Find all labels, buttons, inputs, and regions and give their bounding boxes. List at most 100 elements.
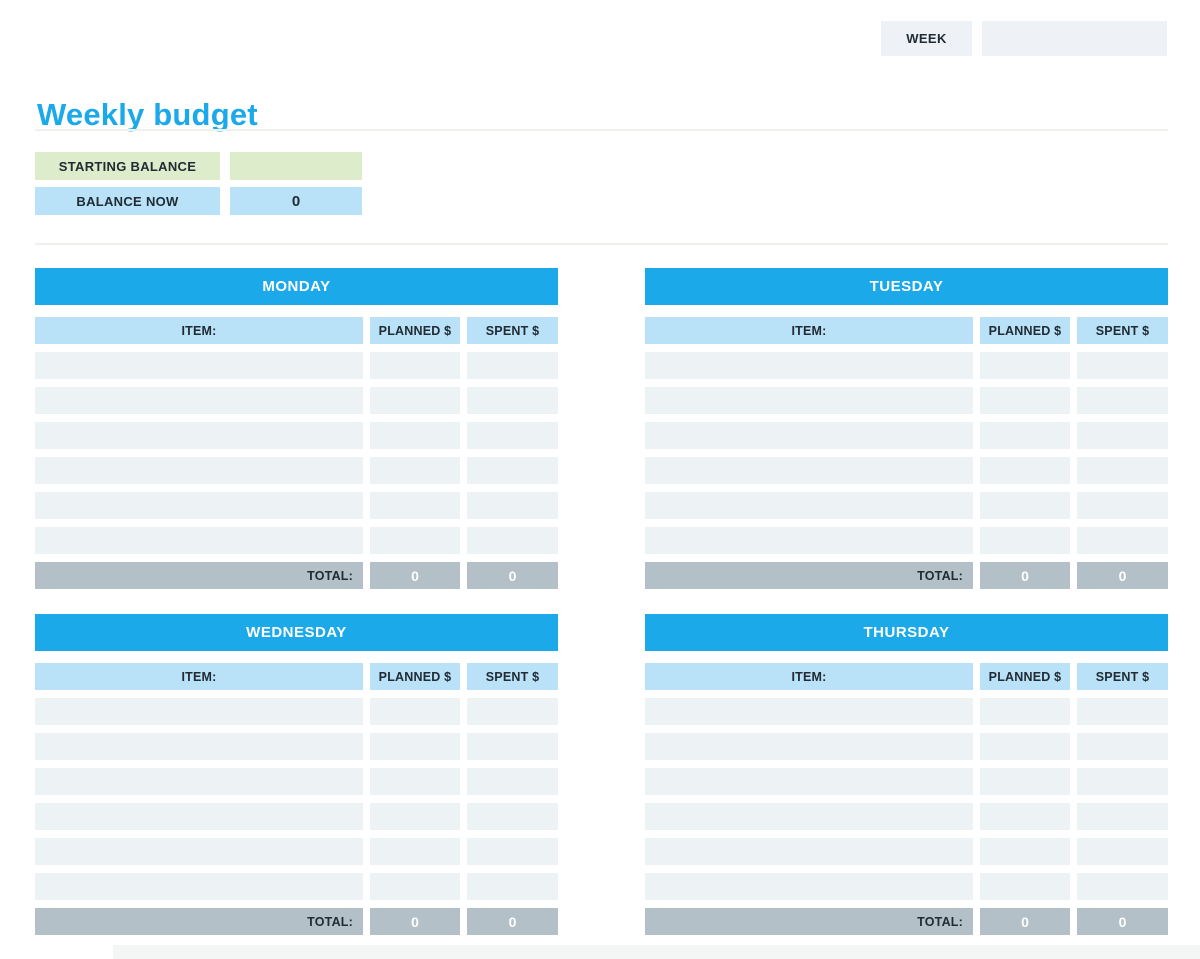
planned-cell[interactable] [370,768,460,795]
spent-cell[interactable] [1077,457,1168,484]
item-row [645,527,1168,554]
starting-balance-field[interactable] [230,152,362,180]
planned-column-header: PLANNED $ [370,663,460,690]
spent-cell[interactable] [1077,492,1168,519]
spent-cell[interactable] [467,733,558,760]
item-cell[interactable] [35,527,363,554]
item-cell[interactable] [35,387,363,414]
item-column-header: ITEM: [645,663,973,690]
planned-cell[interactable] [980,527,1070,554]
item-row [645,698,1168,725]
spent-cell[interactable] [467,698,558,725]
item-row [645,422,1168,449]
item-cell[interactable] [35,422,363,449]
planned-cell[interactable] [370,527,460,554]
day-tables-grid: MONDAY ITEM: PLANNED $ SPENT $ TOTAL: 0 … [35,268,1168,935]
planned-cell[interactable] [980,387,1070,414]
item-cell[interactable] [645,838,973,865]
item-cell[interactable] [35,492,363,519]
total-spent-value: 0 [467,562,558,589]
spent-cell[interactable] [467,873,558,900]
column-header-row: ITEM: PLANNED $ SPENT $ [35,663,558,690]
spent-cell[interactable] [467,387,558,414]
spent-cell[interactable] [467,422,558,449]
item-row [35,803,558,830]
spent-cell[interactable] [1077,733,1168,760]
spent-cell[interactable] [1077,768,1168,795]
planned-cell[interactable] [980,492,1070,519]
planned-cell[interactable] [370,803,460,830]
spent-cell[interactable] [1077,873,1168,900]
item-cell[interactable] [645,527,973,554]
planned-cell[interactable] [370,352,460,379]
spent-cell[interactable] [1077,387,1168,414]
spent-column-header: SPENT $ [467,317,558,344]
item-row [645,457,1168,484]
total-planned-value: 0 [370,562,460,589]
day-card: WEDNESDAY ITEM: PLANNED $ SPENT $ TOTAL:… [35,614,558,935]
item-cell[interactable] [645,768,973,795]
planned-cell[interactable] [980,768,1070,795]
item-cell[interactable] [645,387,973,414]
item-cell[interactable] [35,768,363,795]
planned-cell[interactable] [980,352,1070,379]
planned-cell[interactable] [370,492,460,519]
item-row [35,768,558,795]
planned-cell[interactable] [370,422,460,449]
item-cell[interactable] [645,492,973,519]
item-cell[interactable] [35,733,363,760]
item-cell[interactable] [645,422,973,449]
spent-cell[interactable] [467,838,558,865]
planned-cell[interactable] [370,733,460,760]
spent-cell[interactable] [467,492,558,519]
item-row [645,873,1168,900]
spent-cell[interactable] [1077,803,1168,830]
item-cell[interactable] [645,457,973,484]
item-cell[interactable] [35,457,363,484]
item-cell[interactable] [35,698,363,725]
total-spent-value: 0 [467,908,558,935]
item-cell[interactable] [35,838,363,865]
planned-cell[interactable] [980,838,1070,865]
item-cell[interactable] [35,352,363,379]
day-header: TUESDAY [645,268,1168,305]
spent-cell[interactable] [467,803,558,830]
planned-cell[interactable] [980,733,1070,760]
total-spent-value: 0 [1077,908,1168,935]
planned-cell[interactable] [980,457,1070,484]
planned-cell[interactable] [980,873,1070,900]
total-spent-value: 0 [1077,562,1168,589]
spent-cell[interactable] [467,352,558,379]
item-cell[interactable] [645,803,973,830]
item-cell[interactable] [35,803,363,830]
week-value-field[interactable] [982,21,1167,56]
spent-cell[interactable] [1077,422,1168,449]
item-cell[interactable] [645,733,973,760]
planned-cell[interactable] [370,838,460,865]
item-cell[interactable] [645,698,973,725]
planned-column-header: PLANNED $ [370,317,460,344]
spent-cell[interactable] [1077,838,1168,865]
spent-cell[interactable] [467,457,558,484]
item-row [645,768,1168,795]
total-label: TOTAL: [645,908,973,935]
planned-cell[interactable] [370,457,460,484]
item-column-header: ITEM: [35,663,363,690]
item-cell[interactable] [645,352,973,379]
day-card: THURSDAY ITEM: PLANNED $ SPENT $ TOTAL: … [645,614,1168,935]
planned-cell[interactable] [370,873,460,900]
item-cell[interactable] [35,873,363,900]
planned-cell[interactable] [980,698,1070,725]
spent-cell[interactable] [1077,527,1168,554]
planned-cell[interactable] [980,803,1070,830]
item-row [35,698,558,725]
spent-cell[interactable] [1077,352,1168,379]
planned-cell[interactable] [370,698,460,725]
item-cell[interactable] [645,873,973,900]
planned-cell[interactable] [980,422,1070,449]
spent-cell[interactable] [467,527,558,554]
planned-cell[interactable] [370,387,460,414]
spent-cell[interactable] [1077,698,1168,725]
day-rows [645,352,1168,554]
spent-cell[interactable] [467,768,558,795]
